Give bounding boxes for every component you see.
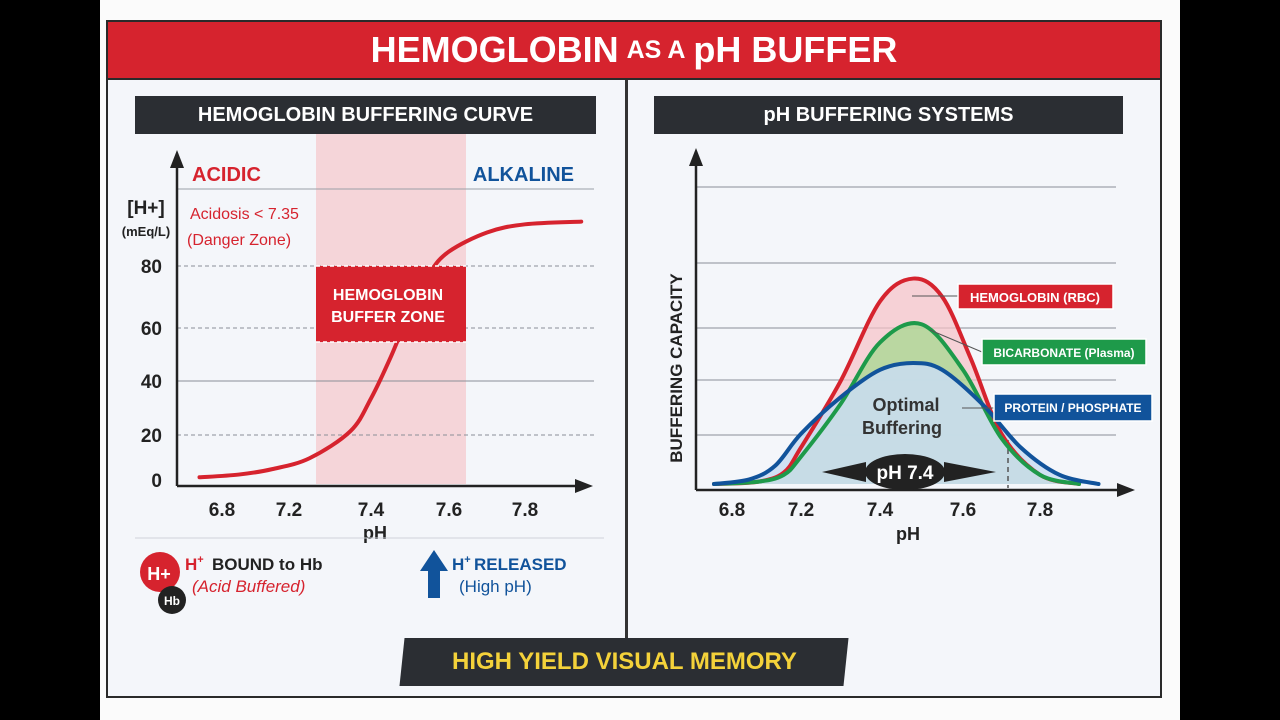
footer-banner: HIGH YIELD VISUAL MEMORY (399, 638, 849, 686)
left-panel-heading: HEMOGLOBIN BUFFERING CURVE (135, 96, 596, 134)
panel-divider (625, 80, 628, 638)
footer-text: HIGH YIELD VISUAL MEMORY (451, 648, 797, 675)
page-title: HEMOGLOBIN AS A pH BUFFER (106, 20, 1162, 80)
right-panel-heading: pH BUFFERING SYSTEMS (654, 96, 1123, 134)
title-part-2: AS A (626, 35, 686, 64)
title-part-3: pH BUFFER (693, 29, 898, 70)
title-part-1: HEMOGLOBIN (370, 29, 619, 70)
